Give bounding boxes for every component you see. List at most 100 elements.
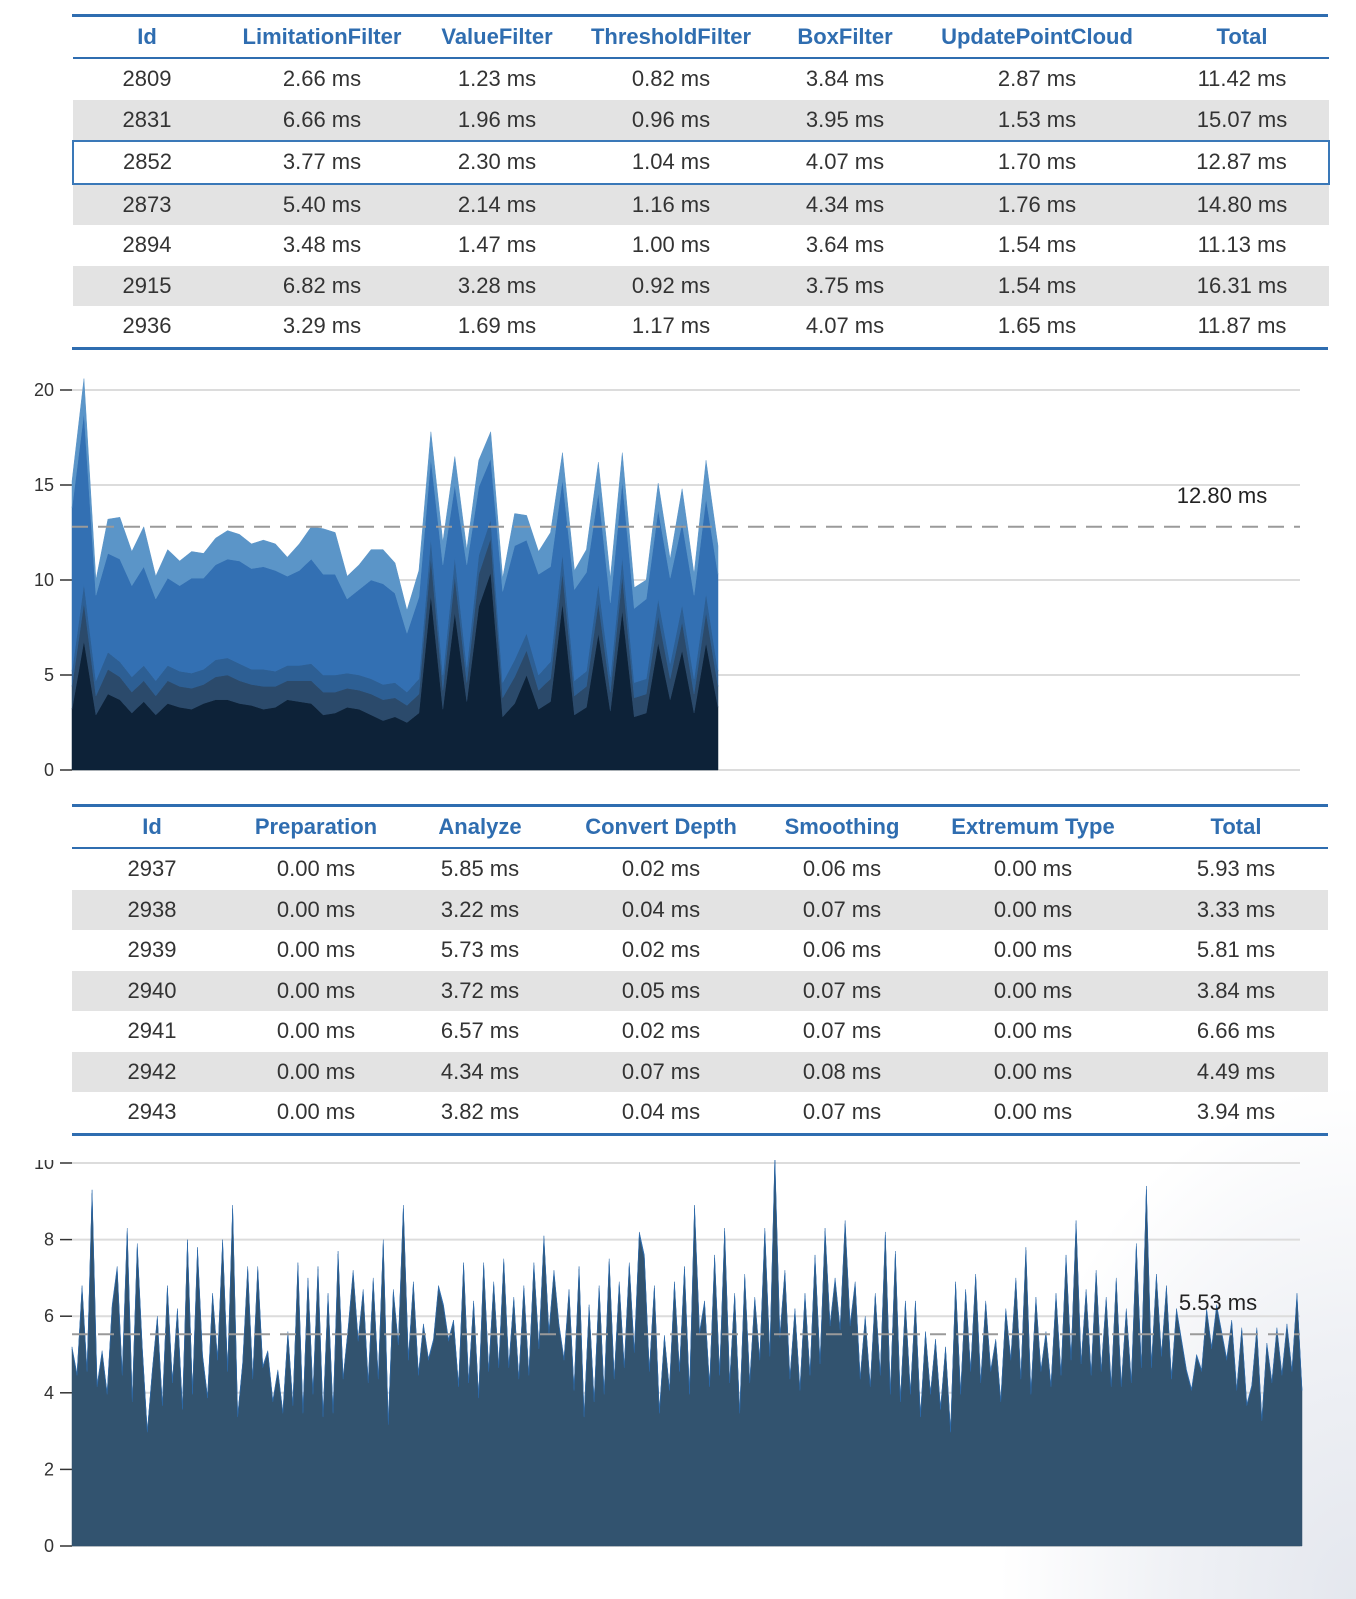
column-header-id[interactable]: Id: [72, 807, 232, 849]
analysis-timing-area-chart: 0 2 4 6 8 10 5.53 ms: [34, 1160, 1303, 1556]
cell-analyze: 3.22 ms: [400, 889, 560, 930]
table-row[interactable]: 2941 0.00 ms 6.57 ms 0.02 ms 0.07 ms 0.0…: [72, 1011, 1328, 1052]
cell-id: 2915: [73, 265, 221, 306]
table-row[interactable]: 2936 3.29 ms 1.69 ms 1.17 ms 4.07 ms 1.6…: [73, 306, 1329, 347]
cell-value-filter: 1.69 ms: [457, 313, 537, 339]
cell-convert-depth: 0.04 ms: [621, 1099, 701, 1125]
cell-extremum-type: 0.00 ms: [993, 937, 1073, 963]
table-row[interactable]: 2939 0.00 ms 5.73 ms 0.02 ms 0.06 ms 0.0…: [72, 930, 1328, 971]
table-row-selected[interactable]: 2852 3.77 ms 2.30 ms 1.04 ms 4.07 ms 1.7…: [72, 140, 1330, 185]
cell-value-filter: 1.96 ms: [423, 99, 571, 141]
cell-total: 5.93 ms: [1196, 856, 1276, 882]
table-header-row: Id Preparation Analyze Convert Depth Smo…: [72, 807, 1328, 849]
table-row[interactable]: 2942 0.00 ms 4.34 ms 0.07 ms 0.08 ms 0.0…: [72, 1051, 1328, 1092]
cell-smoothing: 0.07 ms: [762, 889, 922, 930]
table-row[interactable]: 2809 2.66 ms 1.23 ms 0.82 ms 3.84 ms 2.8…: [73, 58, 1329, 100]
cell-convert-depth: 0.02 ms: [621, 937, 701, 963]
cell-limitation-filter: 3.77 ms: [221, 140, 423, 185]
cell-id: 2852: [72, 140, 221, 185]
cell-convert-depth: 0.02 ms: [621, 1018, 701, 1044]
cell-convert-depth: 0.02 ms: [621, 856, 701, 882]
cell-smoothing: 0.07 ms: [802, 1099, 882, 1125]
cell-total: 3.84 ms: [1144, 970, 1328, 1011]
cell-preparation: 0.00 ms: [276, 1018, 356, 1044]
cell-total: 3.94 ms: [1196, 1099, 1276, 1125]
column-header-smoothing[interactable]: Smoothing: [762, 807, 922, 849]
column-header-box-filter[interactable]: BoxFilter: [771, 17, 919, 59]
cell-update-point-cloud: 1.70 ms: [919, 140, 1155, 185]
cell-analyze: 5.73 ms: [440, 937, 520, 963]
y-tick-label: 4: [44, 1383, 54, 1403]
cell-total: 4.49 ms: [1144, 1051, 1328, 1092]
cell-extremum-type: 0.00 ms: [993, 856, 1073, 882]
table-row[interactable]: 2940 0.00 ms 3.72 ms 0.05 ms 0.07 ms 0.0…: [72, 970, 1328, 1011]
cell-total: 11.13 ms: [1197, 232, 1287, 258]
cell-value-filter: 2.14 ms: [423, 183, 571, 225]
cell-preparation: 0.00 ms: [276, 1099, 356, 1125]
cell-box-filter: 4.07 ms: [771, 140, 919, 185]
cell-preparation: 0.00 ms: [232, 889, 400, 930]
table-header-row: Id LimitationFilter ValueFilter Threshol…: [73, 17, 1329, 59]
table-row[interactable]: 2938 0.00 ms 3.22 ms 0.04 ms 0.07 ms 0.0…: [72, 889, 1328, 930]
cell-value-filter: 1.47 ms: [457, 232, 537, 258]
cell-total: 15.07 ms: [1155, 99, 1329, 141]
cell-box-filter: 3.64 ms: [805, 232, 885, 258]
table-row[interactable]: 2873 5.40 ms 2.14 ms 1.16 ms 4.34 ms 1.7…: [73, 183, 1329, 225]
cell-id: 2940: [72, 970, 232, 1011]
cell-preparation: 0.00 ms: [232, 970, 400, 1011]
cell-threshold-filter: 1.04 ms: [571, 140, 771, 185]
table-row[interactable]: 2831 6.66 ms 1.96 ms 0.96 ms 3.95 ms 1.5…: [73, 99, 1329, 141]
cell-id: 2936: [122, 313, 172, 339]
column-header-threshold-filter[interactable]: ThresholdFilter: [571, 17, 771, 59]
column-header-analyze[interactable]: Analyze: [400, 807, 560, 849]
column-header-value-filter[interactable]: ValueFilter: [423, 17, 571, 59]
area-series-1: [71, 1160, 1303, 1547]
cell-box-filter: 3.75 ms: [771, 265, 919, 306]
cell-box-filter: 3.95 ms: [771, 99, 919, 141]
cell-id: 2941: [127, 1018, 177, 1044]
filter-timing-table: Id LimitationFilter ValueFilter Threshol…: [72, 14, 1330, 350]
table-row[interactable]: 2937 0.00 ms 5.85 ms 0.02 ms 0.06 ms 0.0…: [72, 848, 1328, 890]
cell-id: 2873: [73, 183, 221, 225]
cell-threshold-filter: 1.00 ms: [631, 232, 711, 258]
column-header-total[interactable]: Total: [1144, 807, 1328, 849]
y-tick-label: 10: [34, 1160, 54, 1173]
cell-value-filter: 3.28 ms: [423, 265, 571, 306]
cell-analyze: 3.72 ms: [400, 970, 560, 1011]
column-header-total[interactable]: Total: [1155, 17, 1329, 59]
analysis-timing-grid: Id Preparation Analyze Convert Depth Smo…: [72, 807, 1328, 1133]
cell-smoothing: 0.06 ms: [802, 937, 882, 963]
cell-limitation-filter: 3.48 ms: [282, 232, 362, 258]
cell-total: 11.87 ms: [1197, 313, 1287, 339]
cell-convert-depth: 0.05 ms: [560, 970, 762, 1011]
cell-limitation-filter: 5.40 ms: [221, 183, 423, 225]
column-header-id[interactable]: Id: [73, 17, 221, 59]
table-row[interactable]: 2894 3.48 ms 1.47 ms 1.00 ms 3.64 ms 1.5…: [73, 225, 1329, 266]
column-header-limitation-filter[interactable]: LimitationFilter: [221, 17, 423, 59]
area-series-2: [71, 1160, 1303, 1433]
column-header-convert-depth[interactable]: Convert Depth: [560, 807, 762, 849]
cell-extremum-type: 0.00 ms: [922, 970, 1144, 1011]
cell-total: 11.42 ms: [1197, 66, 1287, 92]
cell-id: 2939: [127, 937, 177, 963]
cell-limitation-filter: 3.29 ms: [282, 313, 362, 339]
column-header-preparation[interactable]: Preparation: [232, 807, 400, 849]
cell-id: 2831: [73, 99, 221, 141]
cell-box-filter: 4.07 ms: [805, 313, 885, 339]
table-row[interactable]: 2943 0.00 ms 3.82 ms 0.04 ms 0.07 ms 0.0…: [72, 1092, 1328, 1133]
column-header-update-point-cloud[interactable]: UpdatePointCloud: [919, 17, 1155, 59]
analysis-timing-table: Id Preparation Analyze Convert Depth Smo…: [72, 804, 1328, 1136]
filter-timing-area-chart: 0 5 10 15 20 12.80 ms: [34, 378, 1300, 780]
cell-smoothing: 0.08 ms: [762, 1051, 922, 1092]
column-header-extremum-type[interactable]: Extremum Type: [922, 807, 1144, 849]
cell-threshold-filter: 1.17 ms: [631, 313, 711, 339]
cell-threshold-filter: 1.16 ms: [571, 183, 771, 225]
y-tick-label: 6: [44, 1306, 54, 1326]
cell-id: 2938: [72, 889, 232, 930]
table-row[interactable]: 2915 6.82 ms 3.28 ms 0.92 ms 3.75 ms 1.5…: [73, 265, 1329, 306]
cell-total: 5.81 ms: [1196, 937, 1276, 963]
area-series-5: [71, 378, 719, 635]
cell-update-point-cloud: 1.54 ms: [997, 232, 1077, 258]
cell-id: 2809: [122, 66, 172, 92]
average-label: 5.53 ms: [1179, 1290, 1257, 1315]
